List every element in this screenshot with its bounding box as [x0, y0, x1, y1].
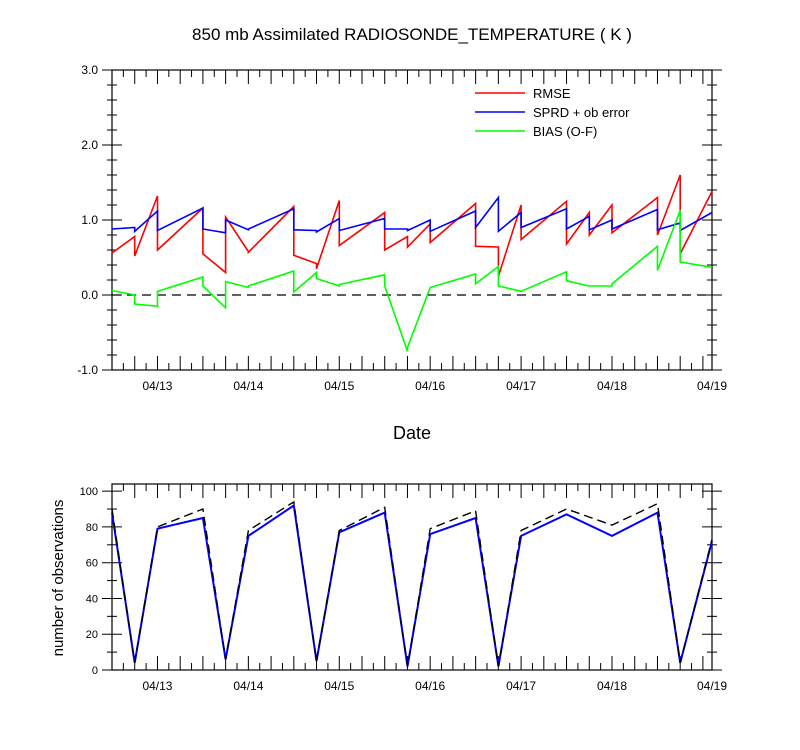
- x-axis-label: Date: [393, 423, 431, 443]
- x-tick-label: 04/17: [506, 679, 536, 693]
- y-tick-label: 0: [92, 665, 98, 677]
- y-tick-label: 60: [86, 558, 98, 570]
- y-tick-label: 20: [86, 629, 98, 641]
- x-tick-label: 04/15: [324, 679, 354, 693]
- legend-label: SPRD + ob error: [533, 105, 630, 120]
- series-line-1: [111, 500, 713, 667]
- x-tick-label: 04/14: [233, 679, 263, 693]
- x-tick-label: 04/13: [142, 379, 172, 393]
- series-line-bias-o-f: [111, 210, 713, 352]
- top-chart: 04/13 04/14 04/15 04/16 04/17 04/18 04/19 -1.0 0…: [77, 63, 727, 393]
- y-tick-label: 3.0: [81, 63, 98, 77]
- series-line-rmse: [111, 174, 713, 277]
- x-tick-label: 04/19: [697, 379, 727, 393]
- y-tick-label: 0.0: [81, 288, 98, 302]
- y-axis-label: number of observations: [50, 500, 67, 657]
- x-tick-label: 04/17: [506, 379, 536, 393]
- legend-label: BIAS (O-F): [533, 124, 597, 139]
- chart-title: 850 mb Assimilated RADIOSONDE_TEMPERATUR…: [192, 25, 632, 44]
- series-line-sprd-ob-error: [111, 195, 713, 234]
- y-tick-label: 40: [86, 593, 98, 605]
- y-tick-label: 2.0: [81, 138, 98, 152]
- bottom-chart: 04/13 04/14 04/15 04/16 04/17 04/18 04/19 0 20 40…: [80, 483, 727, 693]
- series-line-0: [111, 503, 713, 667]
- x-tick-label: 04/15: [324, 379, 354, 393]
- x-tick-label: 04/16: [415, 679, 445, 693]
- y-tick-label: 1.0: [81, 213, 98, 227]
- x-tick-label: 04/13: [142, 679, 172, 693]
- y-tick-label: 80: [86, 522, 98, 534]
- x-tick-label: 04/18: [597, 379, 627, 393]
- x-tick-label: 04/18: [597, 679, 627, 693]
- plot-frame: [111, 483, 713, 671]
- legend-label: RMSE: [533, 86, 571, 101]
- x-tick-label: 04/16: [415, 379, 445, 393]
- x-tick-label: 04/14: [233, 379, 263, 393]
- x-tick-label: 04/19: [697, 679, 727, 693]
- y-tick-label: 100: [80, 486, 98, 498]
- y-tick-label: -1.0: [77, 363, 98, 377]
